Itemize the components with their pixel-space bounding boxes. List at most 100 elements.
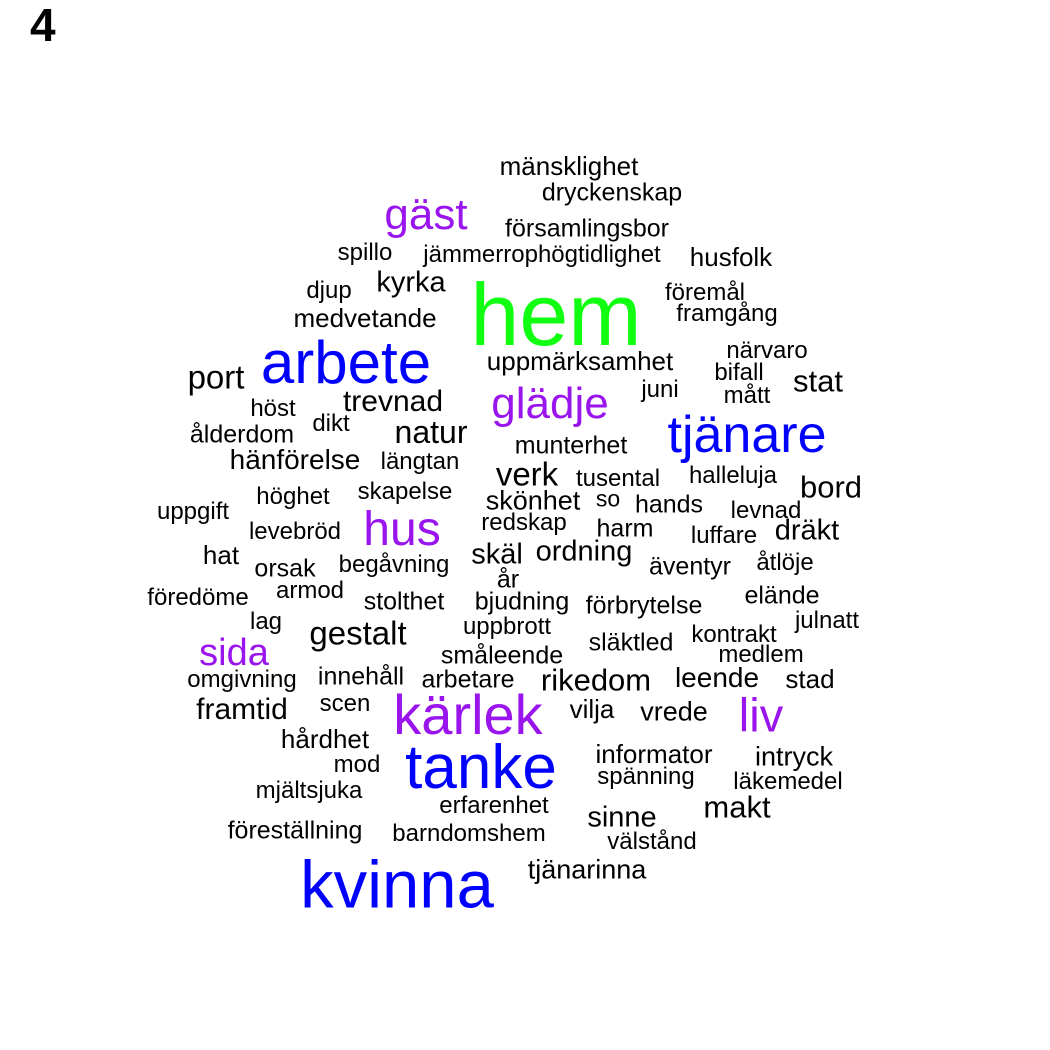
cloud-word: port bbox=[187, 358, 245, 396]
cloud-word: läkemedel bbox=[733, 768, 843, 795]
cloud-word: natur bbox=[394, 414, 468, 450]
cloud-word: vilja bbox=[569, 694, 615, 724]
cloud-word: höst bbox=[250, 395, 296, 422]
cloud-word: hus bbox=[363, 503, 441, 556]
cloud-word: scen bbox=[319, 690, 371, 717]
cloud-word: kyrka bbox=[376, 266, 446, 299]
cloud-word: skapelse bbox=[357, 478, 453, 505]
cloud-word: verk bbox=[495, 455, 559, 493]
cloud-word: levnad bbox=[730, 497, 802, 524]
cloud-word: sida bbox=[199, 632, 269, 674]
cloud-word: dryckenskap bbox=[541, 178, 683, 207]
cloud-word: gäst bbox=[384, 190, 468, 239]
cloud-word: höghet bbox=[256, 483, 330, 510]
cloud-word: omgivning bbox=[187, 666, 297, 693]
cloud-word: skönhet bbox=[485, 485, 581, 516]
cloud-word: luffare bbox=[690, 522, 758, 549]
cloud-word: munterhet bbox=[514, 431, 628, 460]
cloud-word: församlingsbor bbox=[505, 214, 669, 243]
cloud-word: trevnad bbox=[342, 385, 444, 418]
cloud-word: hat bbox=[202, 540, 240, 570]
cloud-word: dräkt bbox=[774, 514, 840, 547]
cloud-word: förbrytelse bbox=[585, 591, 703, 620]
cloud-word: tusental bbox=[575, 465, 661, 492]
cloud-word: kärlek bbox=[393, 683, 543, 746]
cloud-word: hem bbox=[470, 265, 642, 364]
cloud-word: kvinna bbox=[300, 847, 494, 923]
panel-label: 4 bbox=[30, 0, 56, 51]
cloud-word: arbetare bbox=[421, 665, 515, 694]
cloud-word: släktled bbox=[588, 628, 674, 657]
cloud-word: längtan bbox=[380, 448, 460, 475]
cloud-word: julnatt bbox=[794, 607, 860, 634]
cloud-word: jämmerrophögtidlighet bbox=[423, 241, 661, 268]
cloud-word: mått bbox=[723, 382, 771, 409]
cloud-word: bord bbox=[799, 469, 863, 505]
cloud-word: lag bbox=[249, 608, 283, 635]
cloud-word: hårdhet bbox=[280, 724, 370, 754]
cloud-word: elände bbox=[744, 581, 820, 610]
cloud-word: hands bbox=[634, 490, 704, 519]
cloud-word: mod bbox=[333, 751, 381, 778]
cloud-word: bifall bbox=[714, 359, 764, 386]
cloud-word: redskap bbox=[481, 509, 567, 536]
cloud-word: stat bbox=[793, 363, 843, 399]
cloud-word: glädje bbox=[491, 379, 609, 428]
cloud-word: ålderdom bbox=[189, 420, 295, 449]
cloud-word: år bbox=[496, 565, 520, 594]
cloud-word: djup bbox=[306, 277, 352, 304]
cloud-word: bjudning bbox=[474, 587, 570, 616]
cloud-word: orsak bbox=[254, 554, 316, 583]
cloud-word: begåvning bbox=[338, 551, 450, 578]
cloud-word: småleende bbox=[440, 641, 564, 670]
cloud-word: spänning bbox=[597, 763, 695, 790]
cloud-word: rikedom bbox=[540, 662, 652, 698]
cloud-word: hänförelse bbox=[229, 444, 361, 475]
cloud-word: husfolk bbox=[689, 242, 773, 272]
cloud-word: informator bbox=[595, 739, 713, 769]
cloud-word: innehåll bbox=[317, 662, 405, 691]
cloud-word: välstånd bbox=[607, 828, 697, 855]
cloud-word: dikt bbox=[312, 410, 350, 437]
cloud-word: äventyr bbox=[649, 552, 731, 581]
cloud-word: medvetande bbox=[293, 303, 437, 333]
cloud-word: intryck bbox=[754, 741, 834, 772]
cloud-word: gestalt bbox=[309, 614, 407, 652]
cloud-word: barndomshem bbox=[392, 820, 546, 847]
cloud-word: stad bbox=[785, 664, 835, 694]
cloud-word: harm bbox=[596, 514, 654, 543]
cloud-word: mjältsjuka bbox=[255, 777, 363, 804]
cloud-word: stolthet bbox=[363, 587, 445, 616]
cloud-word: makt bbox=[703, 789, 771, 825]
cloud-word: levebröd bbox=[248, 518, 342, 545]
cloud-word: framgång bbox=[676, 300, 778, 327]
cloud-word: uppgift bbox=[156, 498, 230, 525]
cloud-word: framtid bbox=[196, 693, 288, 726]
cloud-word: ordning bbox=[535, 535, 633, 568]
cloud-word: kontrakt bbox=[691, 621, 777, 648]
cloud-word: mänsklighet bbox=[499, 151, 639, 181]
cloud-word: åtlöje bbox=[756, 549, 814, 576]
cloud-word: föreställning bbox=[227, 816, 363, 845]
cloud-word: leende bbox=[674, 662, 760, 693]
cloud-word: uppbrott bbox=[462, 613, 552, 640]
cloud-word: spillo bbox=[337, 239, 393, 266]
cloud-word: halleluja bbox=[688, 462, 778, 489]
cloud-word: sinne bbox=[587, 801, 657, 834]
cloud-word: tjänarinna bbox=[527, 854, 647, 885]
cloud-word: arbete bbox=[260, 329, 432, 396]
cloud-word: närvaro bbox=[726, 337, 808, 364]
cloud-word: tjänare bbox=[667, 406, 827, 464]
cloud-word: so bbox=[595, 485, 621, 512]
cloud-word: föremål bbox=[664, 279, 746, 306]
cloud-word: medlem bbox=[718, 641, 804, 668]
cloud-word: skäl bbox=[471, 538, 523, 571]
cloud-word: juni bbox=[641, 376, 679, 403]
cloud-word: erfarenhet bbox=[439, 792, 549, 819]
cloud-word: uppmärksamhet bbox=[486, 346, 674, 376]
cloud-word: föredöme bbox=[147, 584, 249, 611]
cloud-word: liv bbox=[738, 688, 784, 742]
cloud-word: vrede bbox=[640, 696, 708, 727]
cloud-word: armod bbox=[275, 577, 345, 604]
